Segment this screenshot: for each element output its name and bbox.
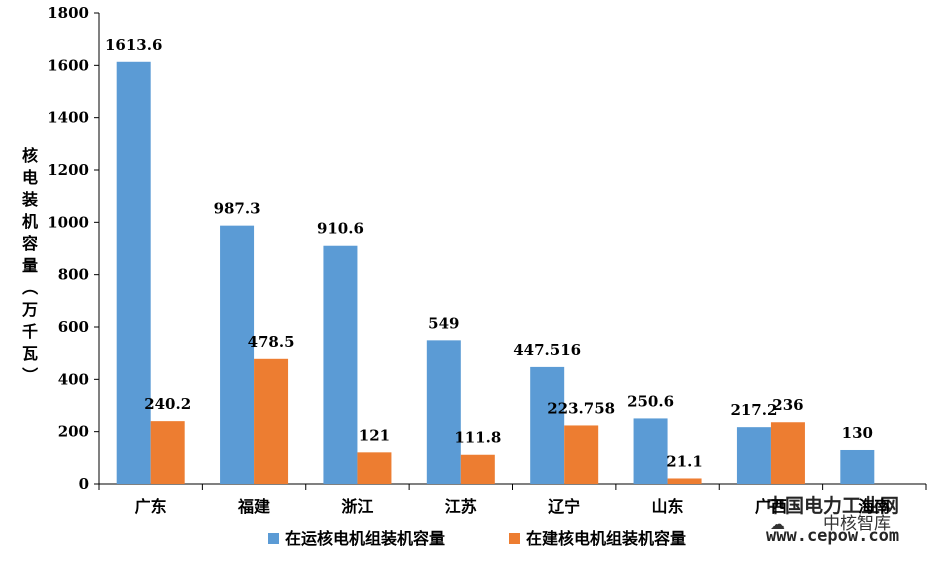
bar-operating [116,61,151,485]
data-label: 987.3 [214,200,261,218]
y-axis-label-char: ） [20,367,39,383]
x-tick-label: 辽宁 [548,497,580,516]
legend-swatch [509,533,520,544]
y-tick-label: 1600 [47,56,89,74]
data-labels: 1613.6 240.2 987.3 478.5 910.6 121 549 111.8 447… [105,36,873,471]
y-axis-label-char: 千 [22,322,38,341]
data-label: 236 [772,396,803,414]
y-axis-label-char: 电 [22,168,38,187]
x-tick-label: 广东 [135,497,167,516]
bar-under-construction [357,452,392,484]
data-label: 240.2 [144,395,191,413]
bar-operating [736,427,771,484]
x-tick-label: 江苏 [445,497,477,516]
axes: 0 200 400 600 800 1000 1200 1400 1600 1800 广东 福建 浙江 江… [47,4,927,516]
data-label: 478.5 [248,333,295,351]
data-label: 250.6 [627,392,674,410]
y-tick-label: 1800 [47,4,89,22]
y-tick-label: 400 [58,370,89,388]
data-label: 121 [359,426,390,444]
y-axis-label-char: 装 [21,190,38,209]
data-label: 130 [842,424,873,442]
bar-under-construction [460,454,495,484]
bars [116,61,875,485]
x-tick-label: 福建 [237,497,270,516]
legend-label: 在运核电机组装机容量 [285,529,445,548]
bar-operating [530,366,565,484]
data-label: 217.2 [730,401,777,419]
data-label: 447.516 [513,341,581,359]
y-tick-label: 1000 [47,213,89,231]
data-label: 223.758 [547,399,615,417]
watermark-line2: 中核智库 [823,514,891,534]
bar-under-construction [150,421,185,484]
bar-operating [323,245,358,484]
bar-under-construction [667,478,702,484]
bar-under-construction [254,358,289,484]
y-axis-label-char: （ [20,279,39,295]
bar-operating [220,225,255,484]
wechat-icon: ☁ [770,515,785,533]
legend: 在运核电机组装机容量 在建核电机组装机容量 [268,529,686,548]
data-label: 111.8 [454,429,501,447]
y-tick-label: 0 [79,475,89,493]
y-axis-label-char: 核 [22,146,38,165]
data-label: 21.1 [666,452,703,470]
data-label: 549 [428,314,459,332]
legend-label: 在建核电机组装机容量 [526,529,686,548]
y-tick-label: 1200 [47,161,89,179]
data-label: 1613.6 [105,36,162,54]
legend-swatch [268,533,279,544]
bar-operating [840,449,875,484]
watermark: 中国电力工业网 ☁ 中核智库 www.cepow.com [766,494,899,546]
y-axis-label-char: 瓦 [22,344,38,363]
y-axis-label-char: 机 [22,212,38,231]
x-tick-label: 海南 [858,497,890,516]
y-tick-label: 800 [58,266,89,284]
y-tick-label: 1400 [47,109,89,127]
x-tick-label: 浙江 [341,497,373,516]
y-tick-label: 200 [58,423,89,441]
y-axis-label-char: 万 [21,300,38,319]
bar-under-construction [770,422,805,484]
watermark-line1: 中国电力工业网 [766,494,899,517]
y-axis-label-char: 容 [21,234,38,253]
y-axis-label-char: 量 [22,256,38,275]
y-tick-label: 600 [58,318,89,336]
bar-operating [633,418,668,484]
bar-operating [426,340,461,484]
watermark-line3: www.cepow.com [766,526,899,546]
bar-under-construction [564,425,599,484]
x-tick-label: 山东 [652,497,684,516]
data-label: 910.6 [317,220,364,238]
x-tick-label: 广西 [755,497,787,516]
